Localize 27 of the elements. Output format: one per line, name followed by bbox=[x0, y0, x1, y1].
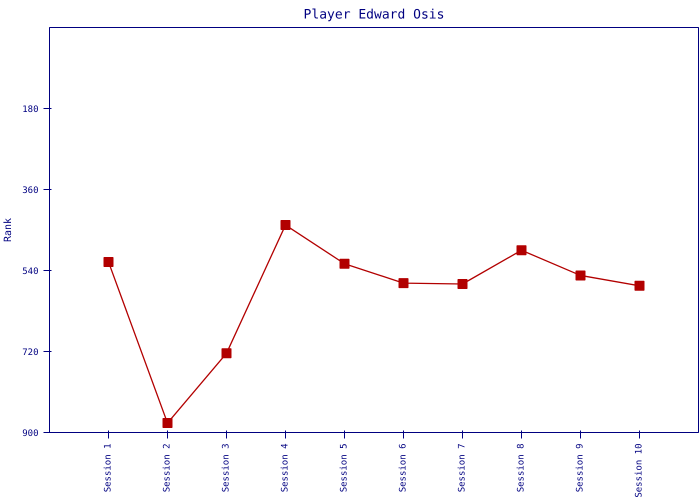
x-tick-label: Session 10 bbox=[634, 443, 644, 498]
y-axis-title: Rank bbox=[3, 218, 14, 242]
point bbox=[634, 280, 644, 291]
x-tick-label: Session 9 bbox=[576, 443, 586, 492]
point bbox=[340, 258, 350, 269]
y-tick-label: 540 bbox=[22, 267, 39, 277]
point bbox=[222, 348, 232, 358]
x-tick-label: Session 3 bbox=[222, 443, 232, 492]
y-tick-label: 720 bbox=[22, 348, 39, 358]
point bbox=[104, 256, 114, 267]
point bbox=[576, 270, 586, 280]
chart-title: Player Edward Osis bbox=[304, 8, 444, 22]
x-tick-label: Session 7 bbox=[458, 443, 468, 492]
x-tick-label: Session 5 bbox=[340, 443, 350, 492]
x-tick-label: Session 4 bbox=[280, 443, 290, 492]
x-tick-label: Session 8 bbox=[516, 443, 526, 492]
x-tick-label: Session 2 bbox=[162, 443, 172, 492]
y-tick-label: 360 bbox=[22, 186, 39, 196]
y-tick-label: 180 bbox=[22, 105, 39, 115]
point bbox=[516, 245, 526, 256]
point bbox=[280, 220, 290, 230]
x-tick-label: Session 6 bbox=[398, 443, 408, 492]
point bbox=[162, 418, 172, 428]
y-tick-label: 900 bbox=[22, 429, 39, 439]
point bbox=[398, 278, 408, 288]
x-tick-label: Session 1 bbox=[104, 443, 114, 492]
point bbox=[458, 279, 468, 289]
